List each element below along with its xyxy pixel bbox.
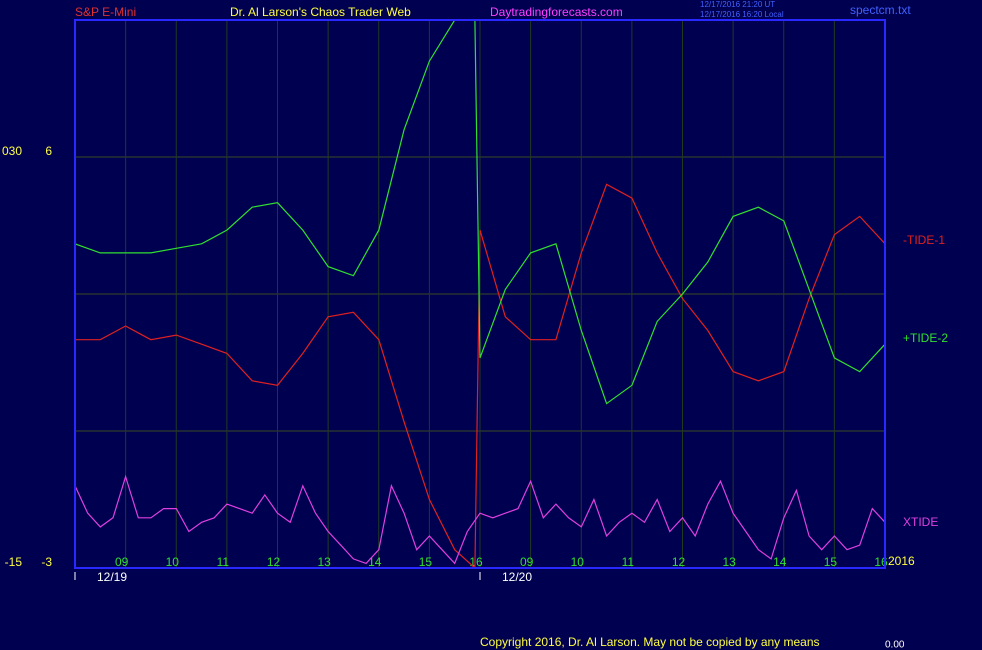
y-tick-label: -3 [41,555,52,569]
x-tick-label: 10 [166,555,180,569]
series-line [75,474,885,565]
y2-tick-label: -15 [5,555,23,569]
plot-frame [74,19,886,569]
timestamp: 12/17/2016 21:20 UT [700,0,775,9]
symbol: S&P E-Mini [75,5,136,19]
x-tick-label: 15 [824,555,838,569]
copyright: Copyright 2016, Dr. Al Larson. May not b… [480,635,820,649]
x-tick-label: 09 [115,555,129,569]
x-tick-label: 09 [520,555,534,569]
series-line [75,183,885,568]
x-tick-label: 14 [368,555,382,569]
file-name: spectcm.txt [850,3,911,17]
y-tick-label: 6 [45,144,52,158]
series-label: XTIDE [903,515,938,529]
x-tick-label: 15 [419,555,433,569]
x-tick-label: 11 [217,555,230,569]
x-tick-label: 13 [317,555,331,569]
x-tick-label: 12 [672,555,686,569]
x-tick-label: 11 [622,555,635,569]
x-tick-label: 10 [571,555,585,569]
footer-value: 0.00 [885,640,905,650]
date-label: 12/20 [502,570,532,584]
plot-lines [75,20,885,568]
year-label: 2016 [888,554,915,568]
timestamp: 12/17/2016 16:20 Local [700,10,784,19]
chart-title: Dr. Al Larson's Chaos Trader Web [230,5,411,19]
site: Daytradingforecasts.com [490,5,623,19]
series-line [75,20,885,405]
series-label: -TIDE-1 [903,233,945,247]
y2-tick-label: 030 [2,144,22,158]
series-label: +TIDE-2 [903,331,948,345]
date-label: 12/19 [97,570,127,584]
x-tick-label: 13 [722,555,736,569]
x-tick-label: 14 [773,555,787,569]
x-tick-label: 12 [267,555,281,569]
